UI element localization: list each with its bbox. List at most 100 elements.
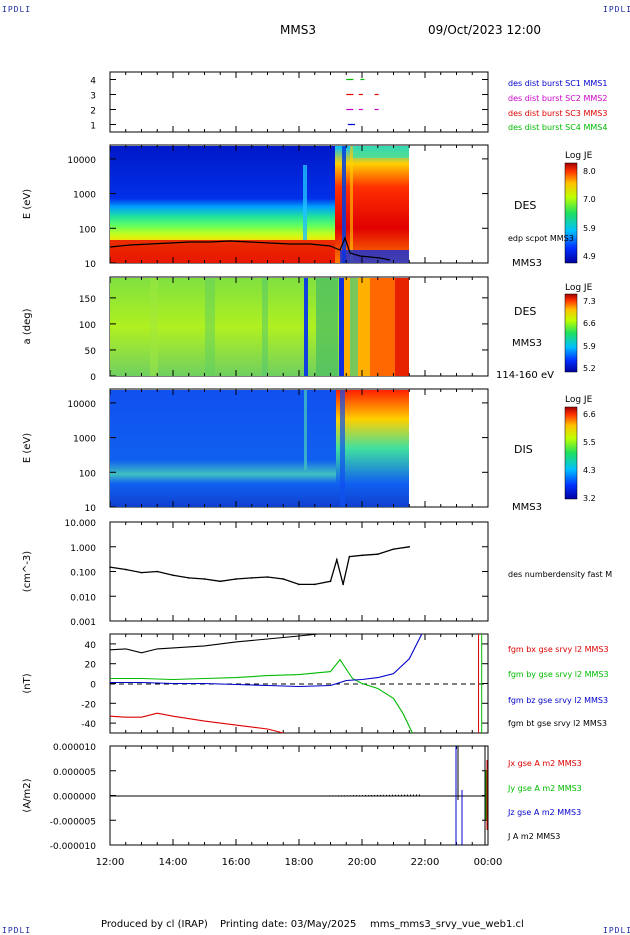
magnetic-layer	[109, 633, 483, 734]
density-point	[348, 555, 351, 558]
des-pitch-cbar-tick: 7.3	[583, 297, 596, 306]
y-tick-label: 20	[85, 661, 97, 671]
burst-legend-sc4: des dist burst SC4 MMS4	[508, 123, 608, 132]
dis-energy-spectrogram	[110, 390, 409, 507]
des-pitch-colorbar-title: Log JE	[565, 283, 593, 293]
burst-legend-sc3: des dist burst SC3 MMS3	[508, 109, 608, 118]
des-pitch-spacecraft-label: MMS3	[512, 338, 542, 349]
y-tick-label: 0.000000	[53, 793, 96, 803]
scpot-overlay-label: edp scpot MMS3	[508, 234, 574, 243]
time-tick-label: 16:00	[222, 857, 251, 868]
density-point	[376, 553, 379, 556]
y-tick-label: 4	[90, 77, 96, 87]
current-legend-j: J A m2 MMS3	[508, 832, 561, 841]
des-energy-colorbar	[564, 162, 578, 264]
y-axis-label: (nT)	[22, 673, 33, 693]
density-line	[109, 546, 410, 586]
y-tick-label: 1	[90, 122, 96, 132]
des-pitch-cbar-tick: 5.9	[583, 342, 596, 351]
dis-energy-spacecraft-label: MMS3	[512, 502, 542, 513]
dis-energy-colorbar	[564, 406, 578, 500]
footer-produced-by: Produced by cl (IRAP)	[101, 919, 208, 930]
density-point	[156, 570, 159, 573]
des-pitch-colorbar	[564, 293, 578, 373]
y-tick-label: 0	[90, 681, 96, 691]
current-legend-jx: Jx gse A m2 MMS3	[508, 759, 582, 768]
des-pitch-side-label: DES	[514, 305, 537, 318]
density-point	[172, 574, 174, 577]
des-energy-cbar-tick: 4.9	[583, 252, 596, 261]
dis-energy-cbar-tick: 6.6	[583, 410, 596, 419]
des-energy-cbar-tick: 8.0	[583, 167, 596, 176]
density-point	[266, 576, 269, 578]
y-tick-label: 50	[85, 347, 97, 357]
scpot-overlay-line	[109, 236, 391, 261]
y-tick-label: 10000	[67, 156, 96, 166]
mag-legend-bt: fgm bt gse srvy l2 MMS3	[508, 719, 607, 728]
y-axis-label: E (eV)	[22, 189, 33, 219]
y-tick-label: 0.000005	[53, 768, 96, 778]
des-energy-spacecraft-label: MMS3	[512, 258, 542, 269]
density-point	[250, 577, 253, 579]
magnetic-series-line	[109, 633, 318, 654]
y-tick-label: 100	[79, 469, 96, 479]
density-point	[140, 571, 143, 574]
burst-legend-sc2: des dist burst SC2 MMS2	[508, 94, 608, 103]
burst-legend-sc1: des dist burst SC1 MMS1	[508, 79, 608, 88]
y-tick-label: 150	[79, 295, 96, 305]
density-point	[336, 558, 338, 561]
dis-energy-cbar-tick: 4.3	[583, 466, 596, 475]
y-tick-label: 0.001	[70, 618, 96, 628]
density-point	[219, 580, 222, 583]
y-tick-label: 10	[85, 260, 97, 270]
current-legend-jz: Jz gse A m2 MMS3	[508, 808, 582, 817]
des-pitch-energy-label: 114-160 eV	[496, 370, 554, 381]
corner-mark-bottom-left: IPDLI	[2, 926, 32, 935]
y-axis-label: a (deg)	[22, 308, 33, 344]
y-tick-label: 0.000010	[53, 743, 96, 753]
mag-legend-bz: fgm bz gse srvy l2 MMS3	[508, 696, 609, 705]
density-legend: des numberdensity fast M	[508, 570, 613, 579]
corner-mark-top-left: IPDLI	[2, 5, 32, 14]
density-point	[361, 554, 363, 557]
corner-mark-top-right: IPDLI	[603, 5, 630, 14]
density-panel-frame	[109, 521, 489, 622]
des-energy-spectrogram	[110, 146, 409, 263]
time-tick-label: 00:00	[474, 857, 503, 868]
y-tick-label: 1000	[73, 191, 96, 201]
mag-legend-by: fgm by gse srvy l2 MMS3	[508, 670, 609, 679]
time-tick-label: 12:00	[96, 857, 125, 868]
density-point	[392, 548, 395, 550]
density-point	[203, 578, 206, 580]
des-energy-side-label: DES	[514, 199, 537, 212]
y-tick-label: 100	[79, 225, 96, 235]
y-tick-label: 10.000	[65, 519, 97, 529]
time-tick-label: 18:00	[285, 857, 314, 868]
burst-layer	[346, 78, 379, 126]
density-point	[329, 580, 332, 583]
footer-filename: mms_mms3_srvy_vue_web1.cl	[370, 919, 524, 930]
dis-energy-colorbar-title: Log JE	[565, 395, 593, 405]
magnetic-series-line	[110, 633, 423, 688]
density-point	[313, 583, 316, 586]
spacecraft-title: MMS3	[280, 23, 316, 37]
y-tick-label: 1.000	[70, 544, 96, 554]
density-point	[408, 545, 411, 548]
mag-legend-bx: fgm bx gse srvy l2 MMS3	[508, 645, 609, 654]
y-axis-label: (A/m2)	[22, 778, 33, 812]
y-tick-label: 3	[90, 92, 96, 102]
y-tick-label: 1000	[73, 435, 96, 445]
corner-mark-bottom-right: IPDLI	[603, 926, 630, 935]
des-energy-cbar-tick: 5.9	[583, 224, 596, 233]
dis-energy-side-label: DIS	[514, 443, 533, 456]
des-pitch-cbar-tick: 5.2	[583, 364, 596, 373]
y-tick-label: 0	[90, 373, 96, 383]
burst-panel-frame	[109, 71, 489, 133]
y-tick-label: 10	[85, 504, 97, 514]
y-tick-label: 100	[79, 321, 96, 331]
des-energy-colorbar-title: Log JE	[565, 151, 593, 161]
time-tick-label: 20:00	[348, 857, 377, 868]
magnetic-series-line	[109, 712, 284, 734]
time-tick-label: 22:00	[411, 857, 440, 868]
